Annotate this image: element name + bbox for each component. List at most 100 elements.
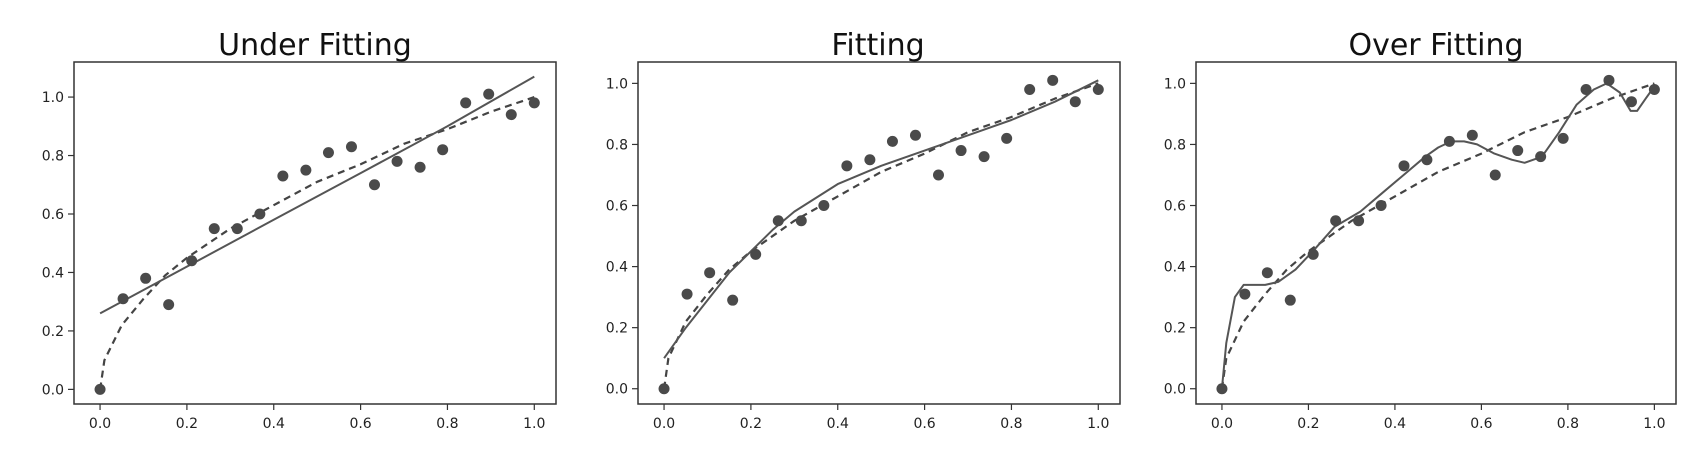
data-point xyxy=(1024,83,1036,95)
data-point xyxy=(345,141,357,153)
data-point xyxy=(1239,288,1251,300)
data-point xyxy=(1261,267,1273,279)
x-tick-label: 0.4 xyxy=(263,416,285,432)
data-point xyxy=(322,147,334,159)
y-tick-label: 0.4 xyxy=(42,265,64,281)
data-point xyxy=(1216,383,1228,395)
model-fit-line xyxy=(663,79,1099,359)
data-point xyxy=(1092,83,1104,95)
axes-frame xyxy=(1195,61,1677,405)
panel-fitting: Fitting 0.0 0.2 0.4 0.6 0.8 1.0 0.0 0.2 0.4 0.6 0.… xyxy=(606,28,1121,432)
panel-over-fitting: Over Fitting 0.0 0.2 0.4 0.6 0.8 1.0 0.0 0.2 0.4… xyxy=(1164,28,1677,432)
data-point xyxy=(140,272,152,284)
data-point xyxy=(483,88,495,100)
data-point xyxy=(1421,154,1433,166)
model-fit-line xyxy=(99,75,535,315)
data-point xyxy=(1398,160,1410,172)
data-point xyxy=(1603,74,1615,86)
x-tick-label: 0.2 xyxy=(1297,416,1319,432)
data-point xyxy=(117,293,129,305)
y-tick-label: 0.8 xyxy=(606,137,628,153)
true-function-line xyxy=(99,96,535,390)
data-point xyxy=(864,154,876,166)
data-point xyxy=(1375,200,1387,212)
data-point xyxy=(1625,96,1637,108)
data-point xyxy=(391,155,403,167)
axes-frame xyxy=(637,61,1121,405)
x-tick-label: 0.2 xyxy=(176,416,198,432)
data-point xyxy=(658,383,670,395)
y-tick-label: 0.4 xyxy=(1164,260,1186,276)
data-point xyxy=(1535,151,1547,163)
y-tick-label: 1.0 xyxy=(606,76,628,92)
y-tick-label: 0.0 xyxy=(42,382,64,398)
x-tick-label: 0.4 xyxy=(827,416,849,432)
data-point xyxy=(727,294,739,306)
y-tick-label: 0.2 xyxy=(42,324,64,340)
data-point xyxy=(1512,145,1524,157)
data-point xyxy=(528,97,540,109)
x-tick-label: 0.8 xyxy=(1557,416,1579,432)
panel-title: Fitting xyxy=(831,28,924,63)
x-tick-label: 0.6 xyxy=(349,416,371,432)
data-point xyxy=(437,144,449,156)
y-tick-label: 0.2 xyxy=(1164,321,1186,337)
data-point xyxy=(231,223,243,235)
data-point xyxy=(932,169,944,181)
data-point xyxy=(300,164,312,176)
y-tick-label: 0.6 xyxy=(1164,199,1186,215)
data-point xyxy=(795,215,807,227)
y-tick-label: 1.0 xyxy=(42,90,64,106)
data-point xyxy=(1466,129,1478,141)
data-point xyxy=(704,267,716,279)
y-tick-label: 0.6 xyxy=(606,199,628,215)
data-point xyxy=(460,97,472,109)
x-tick-label: 0.6 xyxy=(913,416,935,432)
data-point xyxy=(368,179,380,191)
data-point xyxy=(1557,132,1569,144)
y-tick-label: 0.6 xyxy=(42,207,64,223)
data-point xyxy=(208,223,220,235)
x-tick-label: 0.4 xyxy=(1384,416,1406,432)
x-tick-label: 0.0 xyxy=(653,416,675,432)
data-point xyxy=(1580,83,1592,95)
y-tick-label: 0.0 xyxy=(1164,382,1186,398)
y-tick-label: 0.2 xyxy=(606,321,628,337)
x-tick-label: 0.8 xyxy=(1000,416,1022,432)
true-function-line xyxy=(663,82,1099,389)
data-point xyxy=(505,109,517,121)
data-point xyxy=(1330,215,1342,227)
data-point xyxy=(955,145,967,157)
data-point xyxy=(1284,294,1296,306)
data-point xyxy=(1307,248,1319,260)
y-tick-label: 0.8 xyxy=(1164,137,1186,153)
data-point xyxy=(1047,74,1059,86)
panel-under-fitting: Under Fitting 0.0 0.2 0.4 0.6 0.8 1.00.00.20.… xyxy=(42,28,557,432)
data-point xyxy=(1001,132,1013,144)
data-point xyxy=(750,248,762,260)
y-tick-label: 0.8 xyxy=(42,149,64,165)
true-function-line xyxy=(1220,82,1655,389)
panel-title: Under Fitting xyxy=(218,28,412,63)
data-point xyxy=(909,129,921,141)
data-point xyxy=(414,161,426,173)
data-point xyxy=(841,160,853,172)
y-tick-label: 0.4 xyxy=(606,260,628,276)
x-tick-label: 0.6 xyxy=(1470,416,1492,432)
data-point xyxy=(163,299,175,311)
data-point xyxy=(681,288,693,300)
data-point xyxy=(818,200,830,212)
data-point xyxy=(1489,169,1501,181)
data-point xyxy=(186,255,198,267)
x-tick-label: 1.0 xyxy=(1087,416,1109,432)
x-tick-label: 1.0 xyxy=(523,416,545,432)
data-point xyxy=(1069,96,1081,108)
data-point xyxy=(886,135,898,147)
data-point xyxy=(978,151,990,163)
data-point xyxy=(1443,135,1455,147)
y-tick-label: 0.0 xyxy=(606,382,628,398)
data-point xyxy=(254,208,266,220)
data-point xyxy=(1353,215,1365,227)
x-tick-label: 0.2 xyxy=(740,416,762,432)
